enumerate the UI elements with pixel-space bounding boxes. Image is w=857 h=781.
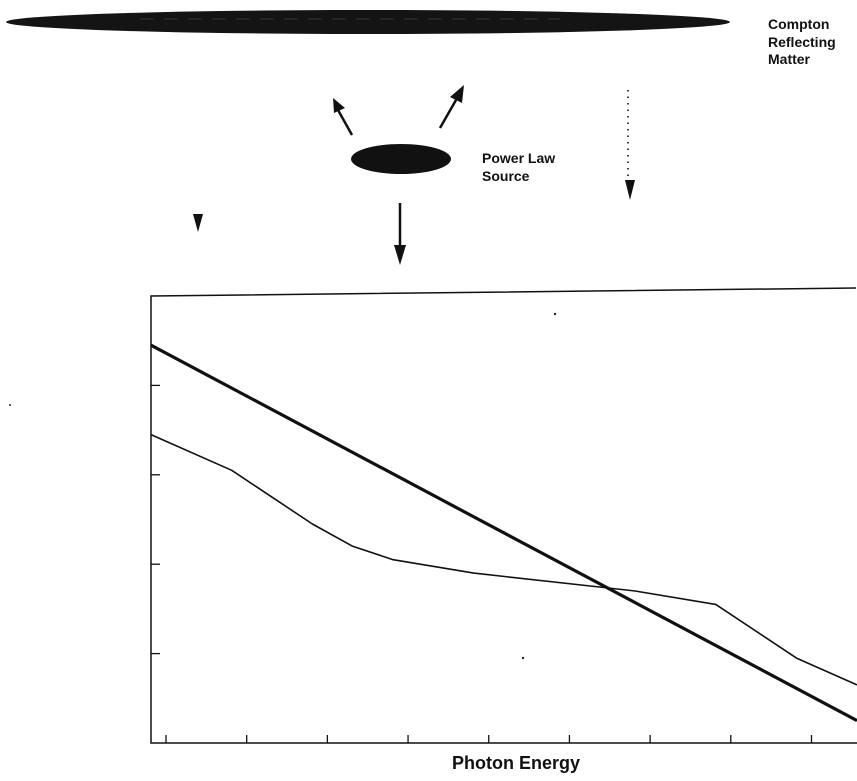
power-law-source-shape xyxy=(351,144,451,174)
y-axis-ticks xyxy=(151,384,160,655)
arrow-up-right-icon xyxy=(450,85,464,103)
arrow-up-right-shaft xyxy=(438,99,458,129)
reflecting-matter-label-line3: Matter xyxy=(768,51,811,67)
reflected-arrow-icon xyxy=(625,180,635,200)
x-axis-ticks xyxy=(165,735,813,743)
power-law-source-label-line1: Power Law xyxy=(482,150,556,166)
speck xyxy=(521,656,525,660)
x-axis-label: Photon Energy xyxy=(452,753,581,773)
small-marker-icon xyxy=(193,214,203,232)
arrow-down-icon xyxy=(394,245,406,265)
chart-frame xyxy=(150,287,857,744)
power-law-spectrum-line xyxy=(150,343,857,723)
reflecting-matter-label: Compton Reflecting Matter xyxy=(768,16,856,69)
power-law-source-label-line2: Source xyxy=(482,167,530,184)
arrow-up-left-shaft xyxy=(336,109,354,136)
speck xyxy=(553,312,557,316)
arrow-up-left-icon xyxy=(333,98,345,113)
reflected-spectrum-line xyxy=(150,433,857,686)
spectrum-lines xyxy=(150,343,857,723)
reflecting-matter-label-line1: Compton xyxy=(768,16,830,32)
power-law-source-label: Power Law Source xyxy=(482,150,555,185)
speck xyxy=(9,404,11,406)
reflecting-matter-shape xyxy=(6,10,730,34)
reflecting-matter-label-line2: Reflecting xyxy=(768,33,836,50)
